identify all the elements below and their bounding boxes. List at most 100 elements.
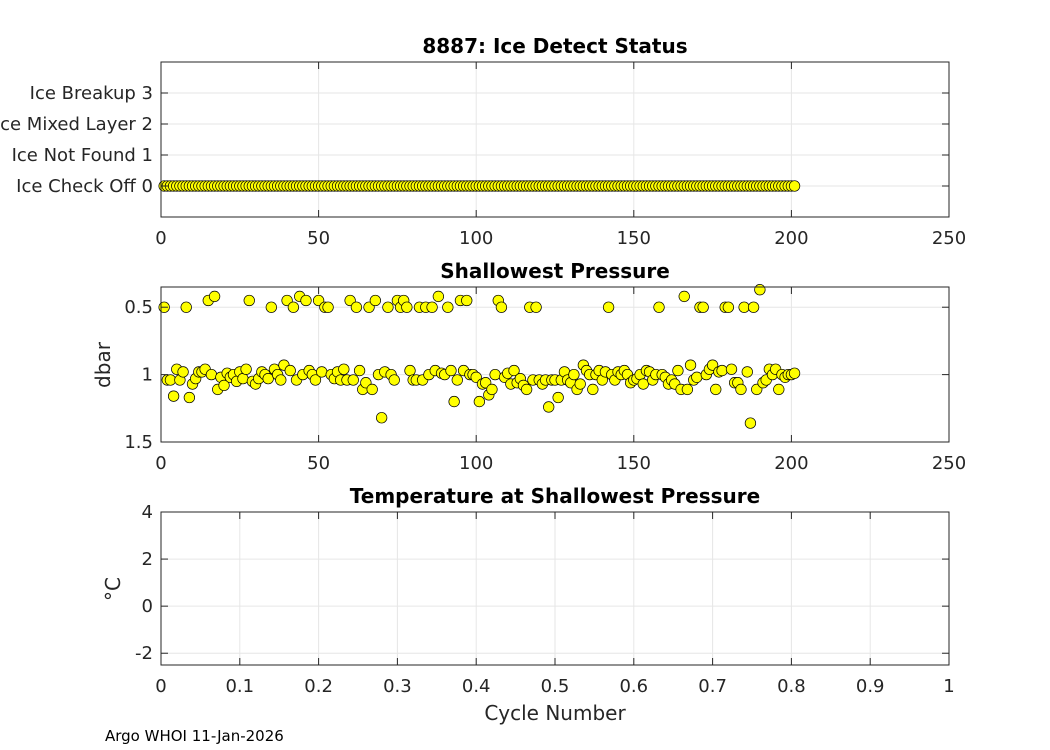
data-point	[574, 378, 586, 390]
data-point	[388, 374, 400, 386]
plot-area	[161, 62, 949, 217]
data-point	[587, 383, 599, 396]
data-point	[672, 364, 684, 377]
x-tick-label: 200	[774, 453, 808, 474]
data-point	[180, 301, 192, 313]
ice-status-axes: 0 50 100 150 200 250 Ice Check Off 0 Ice Mixed …	[0, 34, 966, 249]
x-tick-label: 0	[155, 228, 166, 249]
pressure-markers	[158, 284, 801, 429]
y-tick-label: Ice Check Off 0	[16, 176, 153, 197]
data-point	[369, 294, 381, 307]
x-tick-label: 0	[155, 676, 166, 697]
y-tick-label: Ice Breakup 3	[30, 83, 153, 104]
data-point	[183, 391, 196, 404]
data-point	[725, 363, 738, 375]
data-point	[445, 364, 457, 377]
data-point	[448, 395, 460, 408]
data-point	[552, 391, 564, 404]
plot-area	[161, 287, 949, 442]
y-tick-label: Ice Mixed Layer 2	[0, 114, 153, 135]
x-tick-label: 0.8	[777, 676, 806, 697]
chart-title: Shallowest Pressure	[440, 259, 670, 283]
data-point	[432, 290, 445, 303]
chart-title: 8887: Ice Detect Status	[422, 34, 687, 58]
axis-ticks: 0 50 100 150 200 250 Ice Check Off 0 Ice Mixed …	[0, 62, 966, 249]
data-point	[508, 364, 520, 377]
x-tick-label: 200	[774, 228, 808, 249]
axes-box	[160, 61, 950, 218]
y-axis-label: °C	[101, 577, 125, 601]
data-point	[322, 301, 334, 313]
x-tick-label: 100	[459, 228, 493, 249]
y-tick-label: 0	[142, 596, 153, 617]
data-point	[637, 378, 649, 390]
data-point	[747, 301, 760, 313]
data-point	[754, 284, 766, 296]
shallowest-pressure-axes: 0 50 100 150 200 250 0.5 1 1.5 Shallowest Pressu…	[91, 259, 966, 474]
data-point	[738, 301, 750, 313]
x-tick-label: 0.1	[225, 676, 254, 697]
data-point	[653, 301, 665, 313]
x-axis-label: Cycle Number	[484, 701, 626, 725]
data-point	[486, 383, 498, 396]
data-point	[275, 374, 287, 386]
data-point	[697, 301, 709, 313]
x-tick-label: 0	[155, 453, 166, 474]
data-point	[684, 359, 697, 371]
data-point	[691, 371, 703, 383]
x-tick-label: 1	[943, 676, 954, 697]
data-point	[681, 383, 694, 396]
data-point	[243, 294, 255, 307]
footer-credit: Argo WHOI 11-Jan-2026	[105, 727, 284, 745]
data-point	[167, 390, 180, 402]
x-tick-label: 0.4	[462, 676, 491, 697]
data-point	[451, 374, 463, 386]
data-point	[350, 301, 363, 313]
x-tick-label: 250	[932, 228, 966, 249]
y-tick-label: Ice Not Found 1	[12, 145, 153, 166]
data-point	[495, 301, 508, 313]
data-point	[366, 383, 378, 396]
data-point	[375, 412, 388, 424]
data-point	[788, 180, 801, 192]
data-point	[164, 374, 177, 386]
data-point	[735, 383, 747, 396]
y-axis-label: dbar	[91, 341, 115, 388]
y-tick-label: 1	[142, 365, 153, 386]
data-point	[461, 294, 473, 307]
data-point	[338, 363, 350, 375]
data-point	[205, 368, 218, 381]
data-point	[177, 366, 189, 378]
data-point	[710, 383, 722, 396]
y-tick-label: 0.5	[124, 297, 153, 318]
data-point	[530, 301, 542, 313]
data-point	[237, 373, 249, 385]
data-point	[716, 364, 728, 377]
x-tick-label: 50	[307, 228, 330, 249]
data-point	[788, 367, 801, 379]
x-tick-label: 50	[307, 453, 330, 474]
y-tick-label: 2	[142, 549, 153, 570]
data-point	[262, 373, 274, 385]
axes-box	[160, 286, 950, 443]
data-point	[208, 290, 221, 303]
data-point	[520, 383, 533, 396]
x-tick-label: 0.9	[856, 676, 885, 697]
data-point	[404, 364, 416, 377]
data-point	[473, 395, 486, 408]
x-tick-label: 0.7	[698, 676, 727, 697]
data-point	[489, 368, 501, 381]
x-tick-label: 0.5	[541, 676, 570, 697]
data-point	[543, 401, 555, 413]
data-point	[316, 366, 328, 378]
data-point	[240, 363, 252, 375]
y-tick-label: -2	[135, 643, 153, 664]
y-tick-label: 1.5	[124, 432, 153, 453]
axis-ticks: 0 50 100 150 200 250 0.5 1 1.5	[124, 287, 966, 474]
data-point	[568, 368, 580, 381]
data-point	[426, 301, 438, 313]
x-tick-label: 150	[617, 453, 651, 474]
data-point	[287, 301, 300, 313]
